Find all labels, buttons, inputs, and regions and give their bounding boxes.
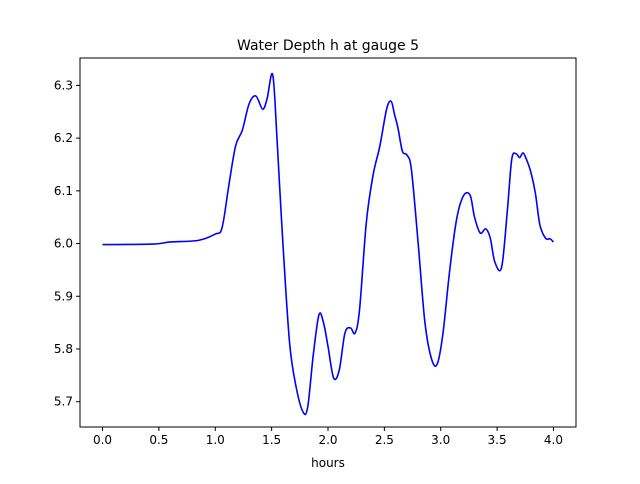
plot-area <box>102 72 555 416</box>
y-tick-label: 5.7 <box>54 395 73 409</box>
series-line <box>102 72 555 416</box>
x-axis-label: hours <box>311 456 345 470</box>
y-tick-label: 6.0 <box>54 237 73 251</box>
x-tick-label: 2.0 <box>318 433 337 447</box>
x-tick-label: 0.0 <box>93 433 112 447</box>
y-tick-label: 5.9 <box>54 289 73 303</box>
chart-title: Water Depth h at gauge 5 <box>237 38 419 54</box>
y-tick-label: 5.8 <box>54 342 73 356</box>
x-axis-ticks: 0.0 0.5 1.0 1.5 2.0 2.5 3.0 3.5 4.0 <box>93 427 563 447</box>
x-tick-label: 3.5 <box>488 433 507 447</box>
x-tick-label: 1.0 <box>206 433 225 447</box>
plot-frame <box>79 57 577 428</box>
y-tick-label: 6.2 <box>54 131 73 145</box>
x-tick-label: 4.0 <box>544 433 563 447</box>
y-axis-ticks: 5.7 5.8 5.9 6.0 6.1 6.2 6.3 <box>54 78 80 409</box>
x-tick-label: 2.5 <box>375 433 394 447</box>
x-tick-label: 0.5 <box>149 433 168 447</box>
series-layer <box>102 72 555 416</box>
x-tick-label: 1.5 <box>262 433 281 447</box>
y-tick-label: 6.1 <box>54 184 73 198</box>
y-tick-label: 6.3 <box>54 78 73 92</box>
x-tick-label: 3.0 <box>431 433 450 447</box>
